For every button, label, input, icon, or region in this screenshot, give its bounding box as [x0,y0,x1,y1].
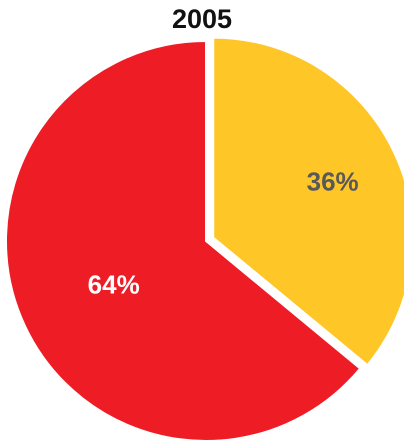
pie-slice-64 [5,39,362,441]
chart-title: 2005 [171,4,233,34]
slice-label-36: 36% [307,166,359,196]
slice-label-64: 64% [88,269,140,299]
pie-slice-36 [212,36,404,367]
